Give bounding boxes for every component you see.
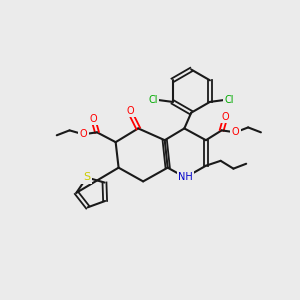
Text: NH: NH <box>178 172 193 182</box>
Text: O: O <box>80 129 87 139</box>
Text: O: O <box>127 106 134 116</box>
Text: O: O <box>89 114 97 124</box>
Text: S: S <box>83 172 90 182</box>
Text: Cl: Cl <box>148 95 158 105</box>
Text: Cl: Cl <box>225 95 234 105</box>
Text: O: O <box>222 112 230 122</box>
Text: O: O <box>232 127 239 137</box>
